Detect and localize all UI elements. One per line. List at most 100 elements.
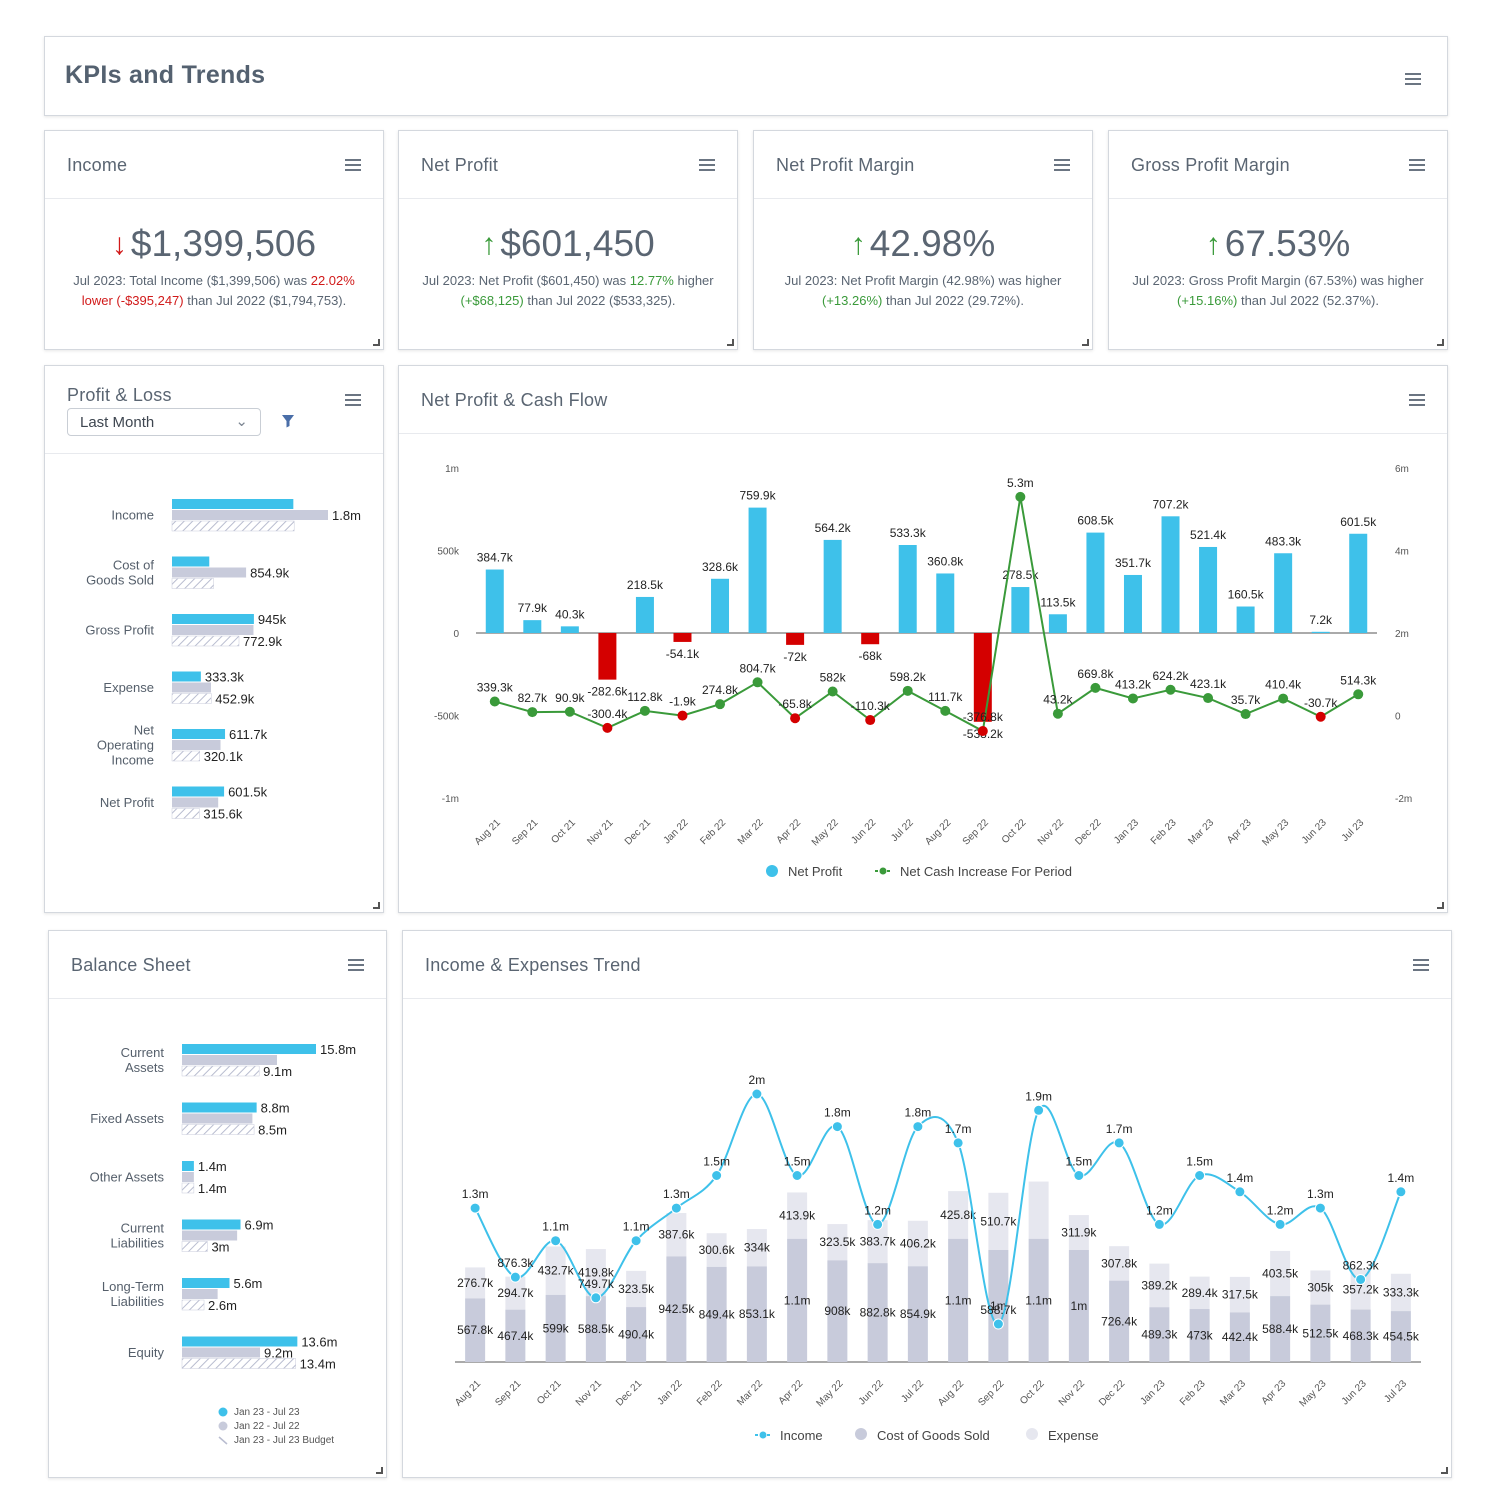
expense-data-label: 276.7k	[457, 1276, 494, 1290]
kpi-menu-icon[interactable]	[1054, 159, 1070, 171]
net-profit-data-label: 7.2k	[1309, 613, 1333, 627]
expense-data-label: 413.9k	[779, 1209, 816, 1223]
income-data-label: 862.3k	[1343, 1258, 1380, 1272]
net-profit-bar	[1199, 546, 1218, 633]
cash-data-label: 111.7k	[928, 690, 963, 704]
income-point	[831, 1121, 843, 1133]
cash-point	[1052, 708, 1063, 719]
resize-handle-icon[interactable]	[376, 1467, 383, 1474]
category-label: Net Profit	[100, 795, 155, 810]
period-dropdown-value: Last Month	[80, 414, 155, 431]
cash-data-label: 598.2k	[890, 670, 927, 684]
bar-jul-23-budget	[171, 520, 295, 532]
income-line	[474, 1092, 1402, 1326]
resize-handle-icon[interactable]	[1441, 1467, 1448, 1474]
resize-handle-icon[interactable]	[373, 339, 380, 346]
cogs-data-label: 467.4k	[497, 1329, 534, 1343]
x-tick-label: Jan 22	[662, 817, 691, 846]
income-point	[509, 1271, 521, 1283]
kpi-menu-icon[interactable]	[345, 159, 361, 171]
filter-icon[interactable]	[281, 414, 295, 428]
category-label: Liabilities	[111, 1294, 165, 1309]
x-tick-label: Oct 21	[549, 817, 578, 846]
net-profit-bar	[1123, 574, 1142, 633]
kpi-value: $1,399,506	[130, 223, 317, 264]
cogs-bar	[666, 1256, 687, 1362]
bar-jul-23-budget	[171, 808, 200, 819]
bar-jul-23	[172, 614, 254, 624]
category-label: Gross Profit	[85, 623, 154, 638]
kpi-menu-icon[interactable]	[699, 159, 715, 171]
income-expenses-header: Income & Expenses Trend	[403, 931, 1451, 999]
income-expenses-menu-icon[interactable]	[1413, 959, 1429, 971]
net-profit-bar	[1236, 606, 1255, 633]
cogs-bar	[746, 1266, 767, 1362]
resize-handle-icon[interactable]	[727, 339, 734, 346]
expense-data-label: 294.7k	[497, 1286, 534, 1300]
cogs-data-label: 1.1m	[1025, 1293, 1052, 1307]
legend-label: Jan 23 - Jul 23	[234, 1407, 300, 1418]
kpi-description-part: than Jul 2022 ($1,794,753).	[183, 292, 347, 308]
expense-bar	[465, 1267, 486, 1299]
resize-handle-icon[interactable]	[1437, 902, 1444, 909]
bar-jan-23-jul-23-budget	[181, 1182, 195, 1194]
expense-bar	[1189, 1276, 1210, 1310]
income-point	[1033, 1104, 1045, 1116]
cogs-data-label: 468.3k	[1343, 1329, 1380, 1343]
resize-handle-icon[interactable]	[1437, 339, 1444, 346]
income-point	[1153, 1218, 1165, 1230]
x-tick-label: Nov 21	[574, 1378, 604, 1408]
bar-jan-23-jul-23	[182, 1044, 316, 1054]
net-profit-bar	[1311, 631, 1330, 633]
bar-jul-23	[172, 729, 226, 739]
x-tick-label: Feb 22	[695, 1378, 725, 1408]
expense-bar	[666, 1213, 687, 1257]
net-profit-cash-menu-icon[interactable]	[1409, 394, 1425, 406]
cogs-data-label: 853.1k	[739, 1307, 776, 1321]
net-profit-bar	[1349, 533, 1368, 633]
net-profit-bar	[973, 633, 992, 722]
cash-data-label: -65.8k	[778, 697, 812, 711]
resize-handle-icon[interactable]	[373, 902, 380, 909]
x-tick-label: Jun 23	[1300, 817, 1329, 846]
bar-jul-22	[172, 682, 211, 693]
kpi-description-part: than Jul 2022 (52.37%).	[1237, 292, 1379, 308]
net-profit-bar	[898, 545, 917, 633]
page-title: KPIs and Trends	[65, 61, 266, 89]
net-profit-data-label: 77.9k	[518, 601, 548, 615]
income-point	[670, 1202, 682, 1214]
kpi-value-row: ↑ $601,450	[399, 223, 737, 265]
y-left-tick: 0	[453, 629, 459, 640]
resize-handle-icon[interactable]	[1082, 339, 1089, 346]
income-point	[992, 1318, 1004, 1330]
income-data-label: 749.7k	[578, 1277, 615, 1291]
expense-data-label: 510.7k	[980, 1214, 1017, 1228]
x-tick-label: May 23	[1298, 1378, 1329, 1409]
income-point	[791, 1170, 803, 1181]
income-point	[711, 1170, 723, 1181]
profit-loss-menu-icon[interactable]	[345, 394, 361, 406]
net-profit-cash-chart: 1m 500k 0 -500k -1m 6m 4m 2m 0 -2m 384.7k 77.9k 40.3…	[434, 464, 1412, 879]
x-tick-label: Jun 23	[1340, 1378, 1369, 1407]
x-tick-label: Jan 23	[1138, 1378, 1167, 1407]
expense-data-label: 289.4k	[1182, 1286, 1219, 1300]
kpi-menu-icon[interactable]	[1409, 159, 1425, 171]
net-profit-data-label: 759.9k	[740, 489, 777, 503]
net-profit-bar	[711, 578, 730, 633]
net-profit-bar	[1011, 587, 1030, 633]
cash-data-label: 582k	[820, 670, 847, 684]
income-data-label: 1.2m	[864, 1203, 891, 1217]
kpi-description-part: (+$68,125)	[460, 292, 524, 308]
expense-bar	[867, 1220, 888, 1264]
category-label: Assets	[125, 1060, 165, 1075]
legend-dot-icon	[218, 1421, 228, 1431]
balance-sheet-menu-icon[interactable]	[348, 959, 364, 971]
period-dropdown[interactable]: Last Month ⌄	[67, 408, 261, 436]
bar-jan-22-jul-22	[182, 1113, 253, 1124]
page-menu-icon[interactable]	[1405, 73, 1421, 85]
x-tick-label: Aug 22	[923, 817, 953, 847]
data-label: 772.9k	[243, 634, 283, 649]
x-tick-label: Dec 22	[1097, 1378, 1127, 1408]
cash-data-label: 274.8k	[702, 683, 739, 697]
